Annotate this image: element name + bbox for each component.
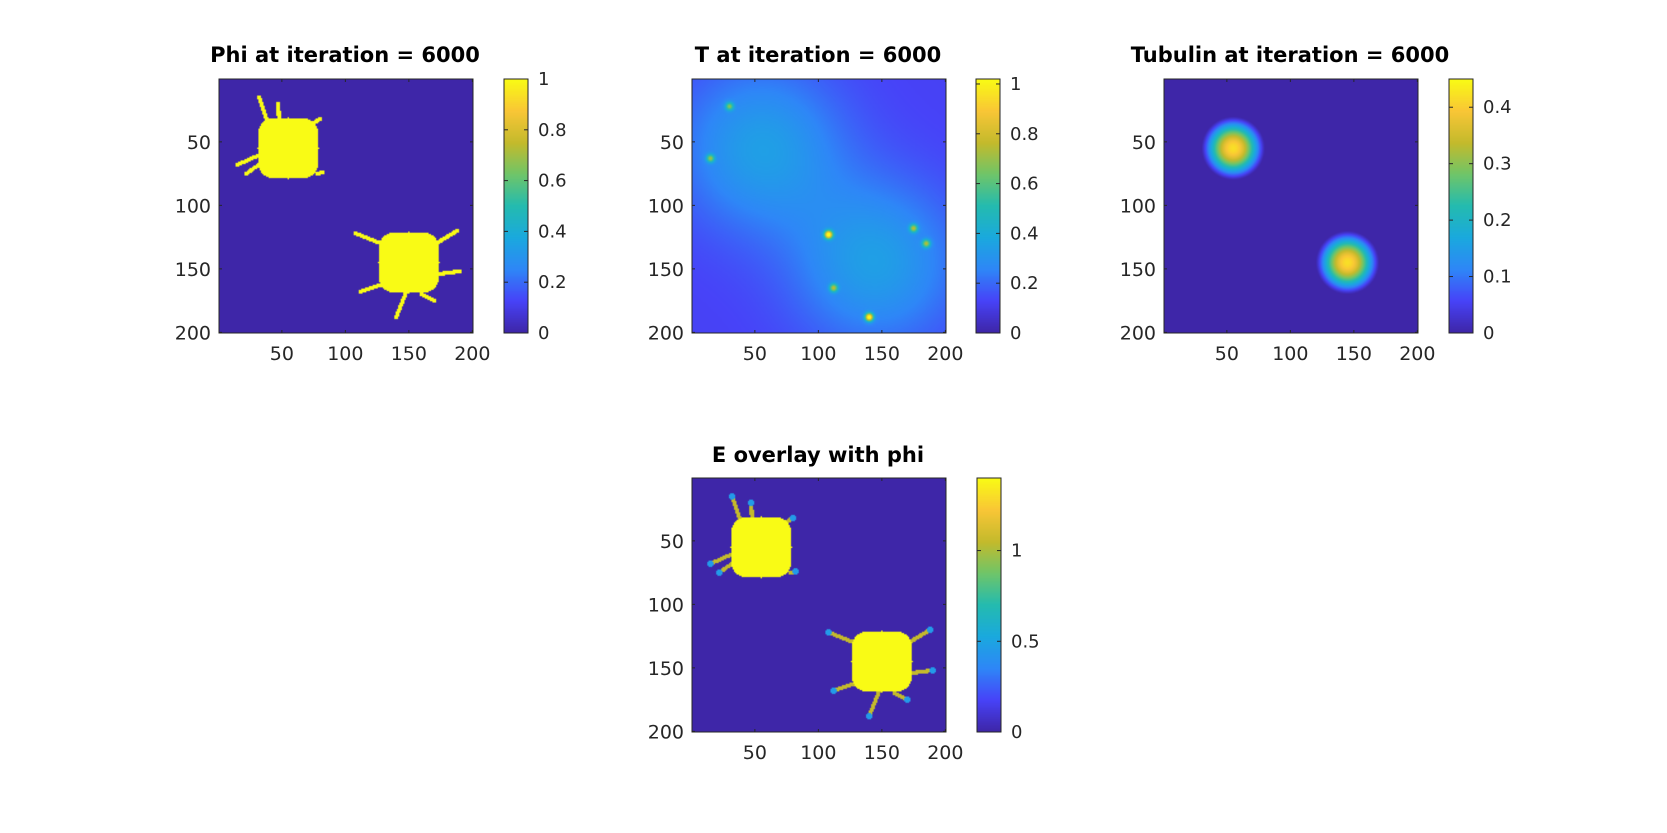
- x-tick-label: 100: [1272, 343, 1308, 365]
- y-tick-label: 50: [187, 132, 211, 154]
- panel-phi-title: Phi at iteration = 6000: [210, 43, 480, 67]
- colorbar-tick-label: 0: [1011, 722, 1022, 743]
- e-overlay-axis-ticks: 50 100 150 200 50 100 150 200: [648, 478, 963, 764]
- x-tick-label: 200: [927, 742, 963, 764]
- e-overlay-colorbar-ticks: 00.51: [977, 541, 1040, 743]
- x-tick-label: 50: [270, 343, 294, 365]
- colorbar-tick-label: 0: [1010, 323, 1021, 344]
- phi-colorbar-image: [504, 79, 528, 333]
- y-tick-label: 150: [1120, 259, 1156, 281]
- x-tick-label: 100: [800, 742, 836, 764]
- colorbar-tick-label: 0.5: [1011, 631, 1040, 652]
- colorbar-tick-label: 0.8: [538, 120, 567, 141]
- colorbar-tick-label: 0.4: [1483, 97, 1512, 118]
- x-tick-label: 150: [391, 343, 427, 365]
- y-tick-label: 150: [648, 658, 684, 680]
- e-overlay-colorbar-image: [977, 478, 1001, 732]
- phi-axis-ticks: 50 100 150 200 50 100 150 200: [175, 79, 490, 365]
- t-axes-box: [691, 78, 947, 334]
- phi-colorbar-ticks: 0 0.2 0.4 0.6 0.8 1: [504, 69, 567, 344]
- panel-t-title: T at iteration = 6000: [695, 43, 941, 67]
- colorbar-tick-label: 0.2: [1483, 210, 1512, 231]
- x-tick-label: 200: [1399, 343, 1435, 365]
- colorbar-tick-label: 0.4: [538, 221, 567, 242]
- y-tick-label: 200: [1120, 322, 1156, 344]
- t-axis-ticks: 50 100 150 200 50 100 150 200: [648, 79, 963, 365]
- x-tick-label: 150: [864, 343, 900, 365]
- t-colorbar-ticks: 0 0.2 0.4 0.6 0.8 1: [976, 74, 1039, 344]
- phi-heatmap-image: [219, 79, 473, 333]
- tubulin-axes-box: [1163, 78, 1419, 334]
- panel-tubulin-title: Tubulin at iteration = 6000: [1131, 43, 1449, 67]
- t-colorbar-box: [975, 78, 1001, 334]
- panel-t: T at iteration = 6000 50 100 150 2005010015…: [648, 43, 1039, 365]
- panel-e-overlay: E overlay with phi 50 100 150 200 50 100 150 20…: [648, 443, 1040, 764]
- colorbar-tick-label: 0.4: [1010, 223, 1039, 244]
- e-overlay-heatmap-image: [692, 478, 946, 732]
- x-tick-label: 150: [1336, 343, 1372, 365]
- y-tick-label: 200: [175, 322, 211, 344]
- colorbar-tick-label: 0: [1483, 323, 1494, 344]
- colorbar-tick-label: 0: [538, 323, 549, 344]
- x-tick-label: 50: [1215, 343, 1239, 365]
- colorbar-tick-label: 0.6: [1010, 174, 1039, 195]
- colorbar-tick-label: 0.3: [1483, 154, 1512, 175]
- colorbar-tick-label: 0.2: [1010, 273, 1039, 294]
- colorbar-tick-label: 0.6: [538, 171, 567, 192]
- t-heatmap-image: [692, 79, 946, 333]
- y-tick-label: 50: [660, 132, 684, 154]
- x-tick-label: 100: [800, 343, 836, 365]
- tubulin-colorbar-image: [1449, 79, 1473, 333]
- x-tick-label: 50: [743, 343, 767, 365]
- tubulin-axis-ticks: 50 100 150 200 50 100 150 200: [1120, 79, 1435, 365]
- x-tick-label: 200: [927, 343, 963, 365]
- phi-colorbar-box: [503, 78, 529, 334]
- tubulin-colorbar-ticks: 0 0.1 0.2 0.3 0.4: [1449, 97, 1512, 344]
- phi-axes-box: [218, 78, 474, 334]
- x-tick-label: 100: [327, 343, 363, 365]
- x-tick-label: 200: [454, 343, 490, 365]
- y-tick-label: 200: [648, 322, 684, 344]
- tubulin-colorbar-box: [1448, 78, 1474, 334]
- x-tick-label: 50: [743, 742, 767, 764]
- y-tick-label: 150: [648, 259, 684, 281]
- colorbar-tick-label: 1: [1011, 541, 1022, 562]
- y-tick-label: 100: [648, 594, 684, 616]
- y-tick-label: 150: [175, 259, 211, 281]
- panel-phi: Phi at iteration = 6000 50 100 150 20050100…: [175, 43, 567, 365]
- y-tick-label: 100: [175, 195, 211, 217]
- x-tick-label: 150: [864, 742, 900, 764]
- panel-tubulin: Tubulin at iteration = 6000 50 100 150 2005…: [1120, 43, 1512, 365]
- colorbar-tick-label: 1: [1010, 74, 1021, 95]
- panel-e-overlay-title: E overlay with phi: [712, 443, 924, 467]
- y-tick-label: 50: [1132, 132, 1156, 154]
- y-tick-label: 100: [1120, 195, 1156, 217]
- e-overlay-axes-box: [691, 477, 947, 733]
- tubulin-heatmap-image: [1164, 79, 1418, 333]
- y-tick-label: 200: [648, 721, 684, 743]
- y-tick-label: 50: [660, 531, 684, 553]
- colorbar-tick-label: 1: [538, 69, 549, 90]
- colorbar-tick-label: 0.2: [538, 272, 567, 293]
- e-overlay-colorbar-box: [976, 477, 1002, 733]
- t-colorbar-image: [976, 79, 1000, 333]
- colorbar-tick-label: 0.1: [1483, 267, 1512, 288]
- colorbar-tick-label: 0.8: [1010, 124, 1039, 145]
- y-tick-label: 100: [648, 195, 684, 217]
